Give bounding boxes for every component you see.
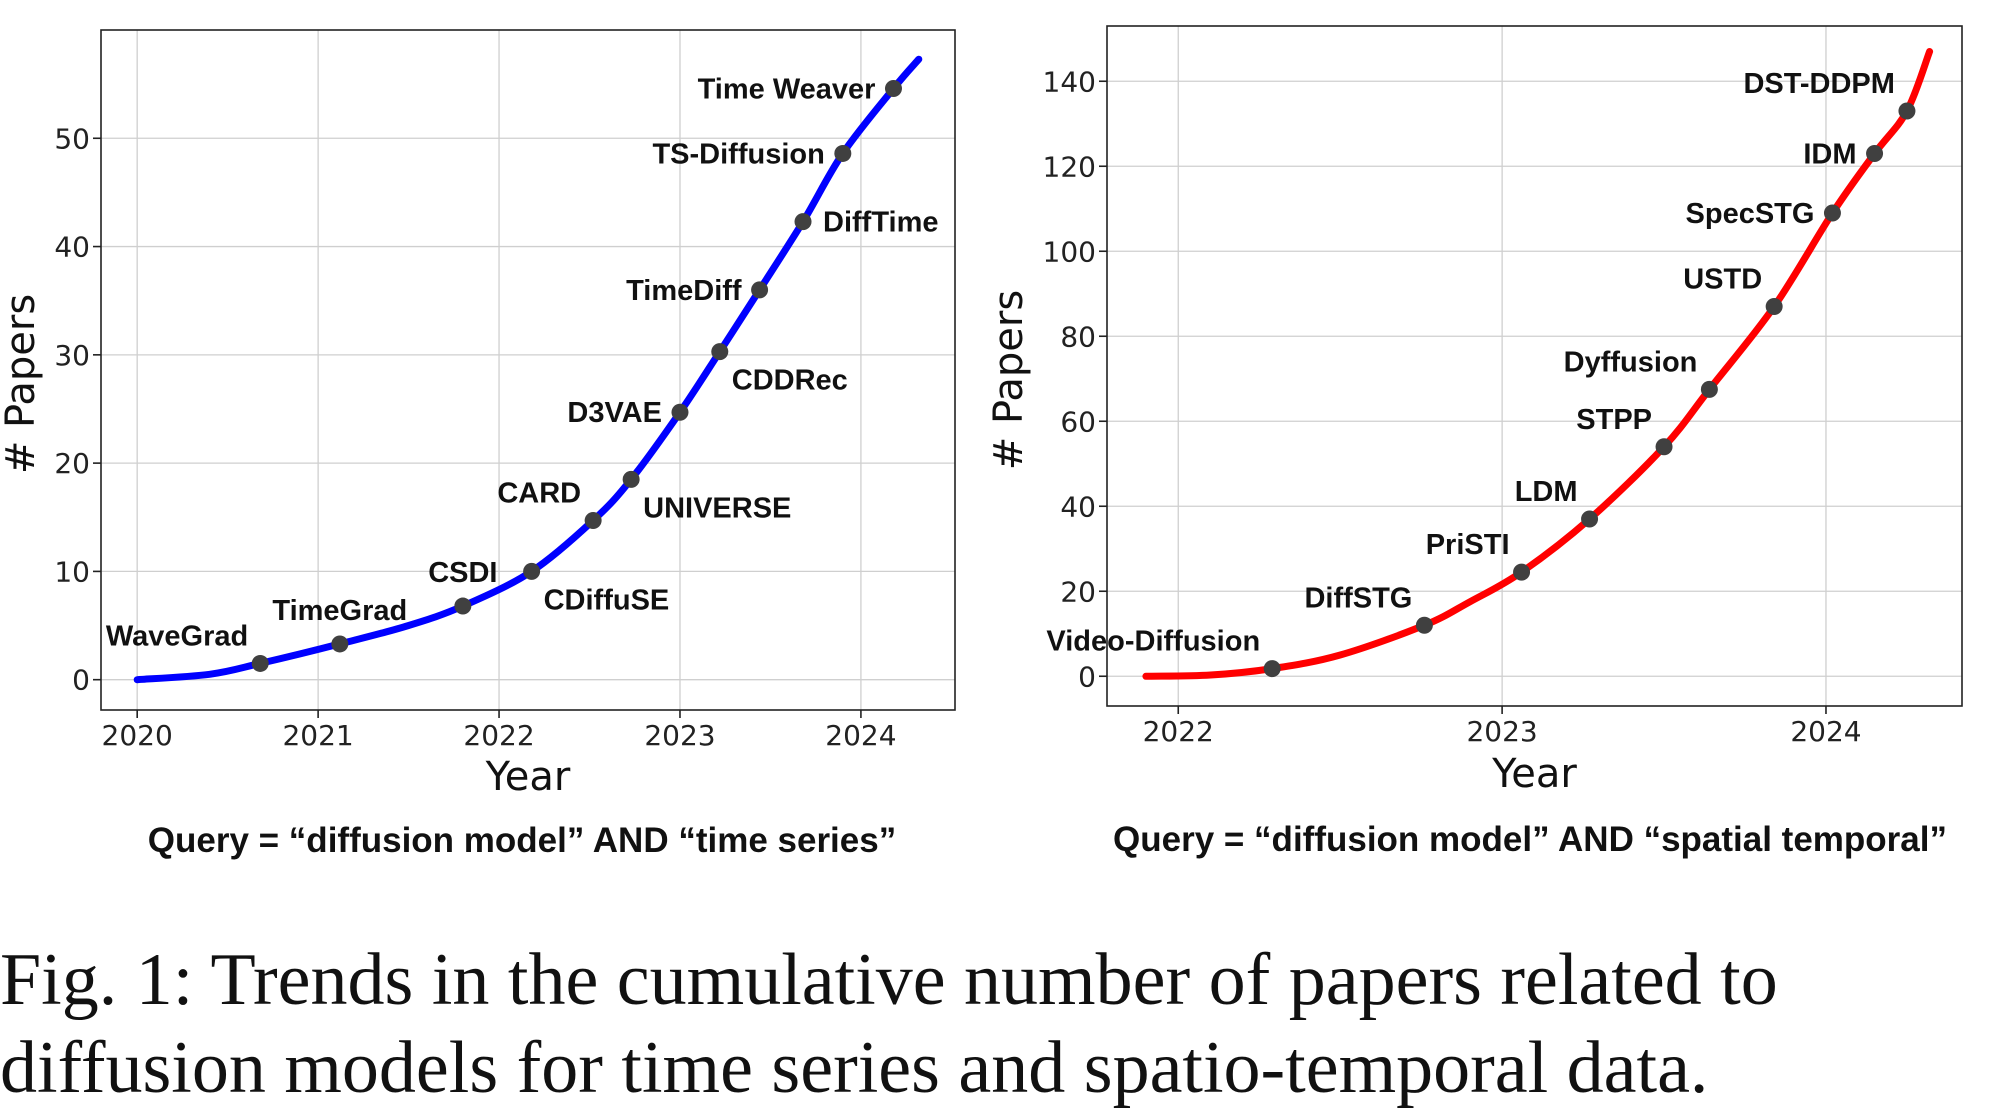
point-marker-cddrec — [711, 343, 729, 361]
point-marker-dyffusion — [1700, 380, 1718, 398]
point-marker-timediff — [751, 281, 769, 299]
point-label-universe: UNIVERSE — [643, 492, 791, 524]
y-tick-label: 0 — [72, 664, 90, 697]
point-label-timegrad: TimeGrad — [272, 595, 407, 627]
point-label-specstg: SpecSTG — [1686, 198, 1815, 230]
y-axis-label: # Papers — [0, 294, 44, 474]
y-tick-label: 40 — [54, 231, 90, 264]
point-label-csdi: CSDI — [428, 557, 497, 589]
point-marker-card — [584, 512, 602, 530]
chart-time-series: 2020 2021 2022 2023 2024 0 10 20 30 40 50 Year # Pap… — [0, 29, 956, 800]
point-marker-difftime — [794, 213, 812, 231]
point-label-d3vae: D3VAE — [567, 397, 662, 429]
point-marker-pristi — [1513, 563, 1531, 581]
query-spatial-temporal: Query = “diffusion model” AND “spatial t… — [1113, 820, 1947, 859]
x-axis-label: Year — [485, 754, 571, 800]
point-marker-cdiffuse — [523, 562, 541, 580]
x-tick-label: 2024 — [1790, 715, 1861, 748]
y-tick-label: 40 — [1060, 490, 1096, 523]
point-label-card: CARD — [497, 478, 581, 510]
point-label-idm: IDM — [1803, 139, 1856, 171]
point-marker-video-diffusion — [1263, 660, 1281, 678]
point-marker-dst-ddpm — [1898, 102, 1916, 120]
point-label-difftime: DiffTime — [823, 207, 938, 239]
chart-spatial-temporal: 2022 2023 2024 0 20 40 60 80 100 120 140 Year # Pape… — [986, 25, 1963, 797]
point-marker-time-weaver — [884, 79, 902, 97]
point-label-stpp: STPP — [1576, 404, 1652, 436]
point-marker-ustd — [1765, 298, 1783, 315]
y-tick-label: 30 — [54, 339, 90, 372]
y-tick-label: 100 — [1043, 235, 1096, 268]
y-axis-label: # Papers — [986, 290, 1032, 470]
point-label-ustd: USTD — [1683, 264, 1762, 296]
x-tick-label: 2023 — [644, 719, 715, 752]
point-marker-d3vae — [671, 403, 689, 421]
y-tick-label: 20 — [54, 447, 90, 480]
plot-frame — [100, 29, 956, 711]
point-marker-ldm — [1581, 510, 1599, 528]
point-label-dst-ddpm: DST-DDPM — [1743, 68, 1894, 100]
caption-line-1: Fig. 1: Trends in the cumulative number … — [0, 939, 1778, 1021]
point-label-ts-diffusion: TS-Diffusion — [652, 138, 824, 170]
point-marker-stpp — [1655, 438, 1673, 456]
plot-frame — [1106, 25, 1963, 707]
y-tick-label: 60 — [1060, 405, 1096, 438]
caption-line-2: diffusion models for time series and spa… — [0, 1027, 1708, 1109]
x-tick-label: 2022 — [463, 719, 534, 752]
y-tick-label: 120 — [1043, 150, 1096, 183]
point-marker-wavegrad — [251, 654, 269, 672]
point-label-cdiffuse: CDiffuSE — [544, 584, 670, 616]
point-label-ldm: LDM — [1515, 476, 1578, 508]
point-marker-idm — [1866, 145, 1884, 162]
series-line — [1142, 48, 1934, 680]
point-marker-timegrad — [331, 635, 349, 653]
point-label-wavegrad: WaveGrad — [106, 620, 248, 652]
point-marker-universe — [622, 470, 640, 488]
y-tick-label: 20 — [1060, 575, 1096, 608]
y-tick-label: 50 — [54, 122, 90, 155]
x-tick-label: 2022 — [1143, 715, 1214, 748]
x-tick-label: 2024 — [825, 719, 896, 752]
point-label-video-diffusion: Video-Diffusion — [1046, 626, 1260, 658]
point-marker-specstg — [1823, 204, 1841, 222]
point-label-diffstg: DiffSTG — [1304, 582, 1412, 614]
y-tick-label: 0 — [1078, 660, 1096, 693]
x-axis-label: Year — [1491, 751, 1577, 797]
x-tick-label: 2021 — [282, 719, 353, 752]
x-tick-label: 2020 — [102, 719, 173, 752]
y-tick-label: 140 — [1043, 65, 1096, 98]
point-label-dyffusion: Dyffusion — [1564, 346, 1698, 378]
query-time-series: Query = “diffusion model” AND “time seri… — [148, 821, 896, 860]
point-marker-diffstg — [1415, 616, 1433, 634]
point-marker-ts-diffusion — [834, 144, 852, 162]
point-label-time-weaver: Time Weaver — [698, 73, 876, 105]
y-tick-label: 80 — [1060, 320, 1096, 353]
point-label-pristi: PriSTI — [1426, 529, 1510, 561]
x-tick-label: 2023 — [1466, 715, 1537, 748]
y-tick-label: 10 — [54, 555, 90, 588]
point-label-timediff: TimeDiff — [626, 275, 742, 307]
point-marker-csdi — [454, 597, 472, 615]
series-line — [133, 55, 923, 684]
point-label-cddrec: CDDRec — [732, 365, 848, 397]
